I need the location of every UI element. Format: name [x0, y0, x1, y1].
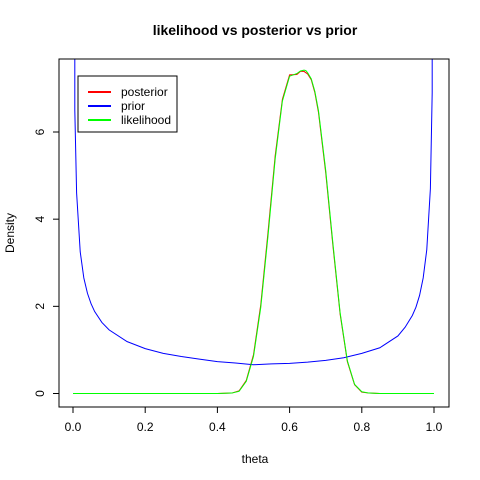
x-tick-label: 0.2 — [137, 420, 154, 434]
legend-label-prior: prior — [121, 99, 145, 113]
x-tick-label: 0.6 — [281, 420, 298, 434]
x-tick-label: 1.0 — [426, 420, 443, 434]
y-tick-label: 2 — [33, 303, 47, 310]
y-tick-label: 6 — [33, 128, 47, 135]
legend-label-likelihood: likelihood — [121, 113, 171, 127]
y-tick-label: 4 — [33, 216, 47, 223]
y-axis-label: Density — [3, 213, 17, 253]
y-tick-label: 0 — [33, 390, 47, 397]
x-tick-label: 0.0 — [65, 420, 82, 434]
x-tick-label: 0.8 — [353, 420, 370, 434]
x-axis-label: theta — [242, 452, 269, 466]
legend-label-posterior: posterior — [121, 85, 168, 99]
chart-title: likelihood vs posterior vs prior — [153, 22, 358, 38]
x-tick-label: 0.4 — [209, 420, 226, 434]
